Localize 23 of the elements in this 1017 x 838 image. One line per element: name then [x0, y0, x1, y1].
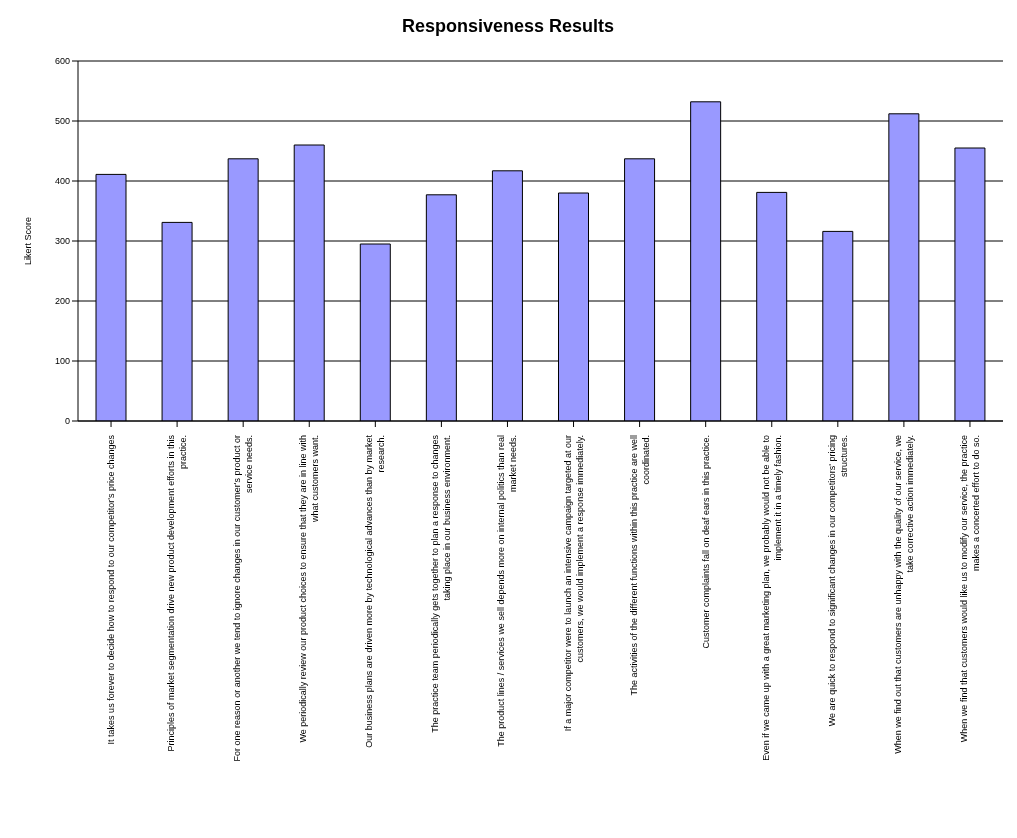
x-tick-label: The activities of the different functions within this practice are well coordinated. — [628, 435, 651, 696]
x-tick-label: Our business plans are driven more by technological advances than by market research. — [364, 434, 387, 748]
x-tick-label: For one reason or another we tend to ignore changes in our customer's product or service needs. — [232, 435, 255, 762]
x-tick-label: We are quick to respond to significant changes in our competitors' pricing structures. — [826, 435, 849, 727]
x-tick-label: It takes us forever to decide how to respond to our competitor's price changes — [106, 434, 117, 745]
y-tick-label: 400 — [54, 176, 70, 187]
chart-title: Responsiveness Results — [400, 16, 616, 37]
y-tick-label: 500 — [54, 116, 70, 127]
x-tick-label: Customer complaints fall on deaf ears in this practice. — [700, 435, 711, 649]
x-tick-label: If a major competitor were to launch an intensive campaign targeted at our customers, we would implement a response immediately. — [562, 435, 585, 732]
y-tick-label: 100 — [54, 356, 70, 367]
x-tick-label: Even if we came up with a great marketing plan, we probably would not be able to implement it in a timely fashion. — [760, 435, 783, 761]
y-tick-label: 200 — [54, 296, 70, 307]
y-axis-title: Likert Score — [23, 216, 34, 266]
x-tick-label: When we find that customers would like us to modify our service, the practice makes a concerted effort to do so. — [958, 435, 981, 743]
y-tick-label: 0 — [64, 416, 70, 427]
x-tick-label: We periodically review our product choices to ensure that they are in line with what customers want. — [298, 435, 321, 743]
y-tick-label: 300 — [54, 236, 70, 247]
x-tick-label: When we find out that customers are unhappy with the quality of our service, we take corrective action immediately. — [892, 435, 915, 754]
y-tick-label: 600 — [54, 56, 70, 67]
x-tick-label: The product lines / services we sell depends more on internal politics than real market needs. — [496, 435, 519, 747]
x-tick-label: The practice team periodically gets together to plan a response to changes taking place in our business environment. — [430, 434, 453, 733]
x-tick-label: Principles of market segmentation drive new product development efforts in this practice. — [166, 434, 189, 752]
